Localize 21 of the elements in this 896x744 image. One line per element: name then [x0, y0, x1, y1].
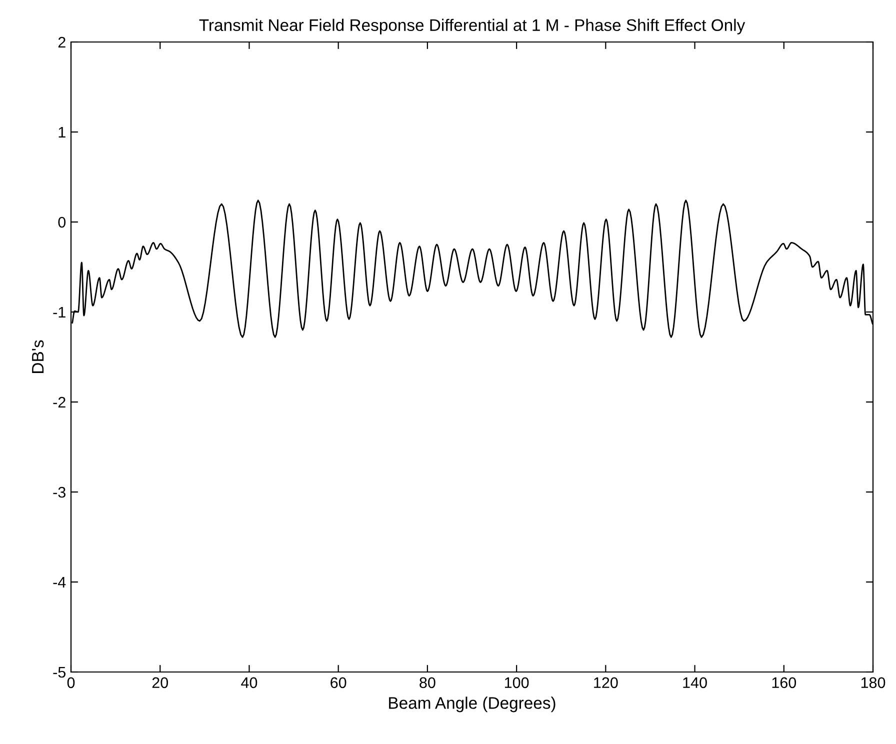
x-tick-label: 0 — [67, 677, 75, 688]
y-axis-title: DB's — [32, 340, 44, 373]
chart-title: Transmit Near Field Response Differential at 1 M - Phase Shift Effect Only — [199, 18, 746, 34]
y-tick-label: -5 — [53, 667, 66, 678]
y-tick-label: 1 — [58, 127, 66, 138]
x-tick-label: 80 — [420, 677, 436, 688]
x-tick-label: 120 — [594, 677, 618, 688]
y-tick-label: 2 — [58, 36, 66, 48]
x-tick-label: 140 — [683, 677, 707, 688]
x-tick-label: 40 — [241, 677, 258, 688]
y-tick-label: 0 — [58, 216, 66, 228]
x-tick-label: 160 — [772, 677, 796, 688]
y-tick-label: -2 — [53, 396, 66, 408]
y-tick-label: -3 — [53, 486, 66, 498]
x-axis-title: Beam Angle (Degrees) — [389, 696, 556, 712]
x-tick-label: 100 — [504, 677, 529, 688]
y-tick-label: -1 — [53, 307, 66, 318]
x-tick-label: 180 — [861, 677, 886, 688]
x-tick-label: 60 — [330, 677, 346, 688]
x-tick-label: 20 — [152, 677, 168, 688]
y-tick-label: -4 — [53, 577, 66, 588]
